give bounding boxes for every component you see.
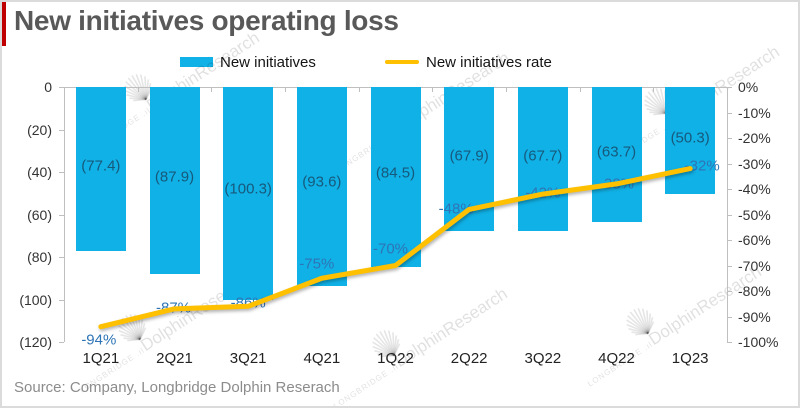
- rate-value-label: -38%: [598, 175, 635, 193]
- legend-label: New initiatives: [220, 53, 316, 71]
- right-axis-label: -20%: [738, 130, 771, 146]
- category-tick: [358, 87, 360, 92]
- left-axis-tick: [59, 214, 64, 216]
- right-axis-tick: [727, 316, 732, 318]
- x-axis-label: 3Q22: [524, 350, 562, 367]
- bar-value-label: (87.9): [154, 168, 195, 186]
- rate-value-label: -42%: [525, 184, 561, 202]
- x-axis-label: 1Q23: [671, 350, 709, 367]
- category-tick: [653, 87, 655, 92]
- right-axis-tick: [727, 265, 732, 267]
- right-axis-tick: [727, 112, 732, 114]
- bar-value-label: (77.4): [81, 157, 121, 175]
- x-axis-label: 4Q21: [303, 350, 341, 367]
- bar-value-label: (63.7): [596, 143, 637, 161]
- legend-label: New initiatives rate: [426, 53, 552, 71]
- left-axis-tick: [59, 299, 64, 301]
- category-tick: [579, 87, 581, 92]
- left-axis-tick: [59, 172, 64, 173]
- right-axis-tick: [727, 342, 732, 343]
- right-axis-label: -80%: [738, 283, 771, 299]
- x-axis-label: 4Q22: [598, 350, 635, 367]
- dolphin-fan-logo-icon: [626, 308, 655, 336]
- left-axis-tick: [59, 129, 64, 131]
- right-axis-label: -90%: [738, 308, 771, 325]
- left-axis-label: (60): [27, 206, 52, 223]
- right-axis-label: -70%: [738, 257, 771, 274]
- left-axis-tick: [59, 257, 64, 258]
- x-axis-label: 3Q21: [229, 350, 267, 367]
- right-axis-label: -50%: [738, 206, 771, 223]
- x-axis-label: 1Q21: [82, 350, 120, 367]
- bar-value-label: (100.3): [224, 180, 272, 198]
- rate-value-label: -86%: [230, 294, 266, 312]
- rate-value-label: -87%: [155, 299, 192, 317]
- right-axis-label: -100%: [738, 334, 779, 350]
- watermark: LONGBRIDGE .ılDolphinResearch: [565, 236, 766, 391]
- chart-title: New initiatives operating loss: [14, 5, 399, 36]
- right-axis-label: 0%: [738, 79, 759, 95]
- right-axis-tick: [727, 189, 732, 190]
- x-axis-label: 2Q21: [156, 350, 193, 367]
- left-axis-tick: [59, 87, 64, 88]
- legend-item-new-initiatives: New initiatives: [180, 52, 316, 72]
- right-axis-tick: [727, 163, 732, 165]
- source-note: Source: Company, Longbridge Dolphin Rese…: [14, 379, 340, 396]
- left-axis-label: (40): [27, 164, 52, 180]
- line-series-swatch: [385, 60, 419, 64]
- left-axis-label: 0: [44, 79, 52, 95]
- bar-value-label: (84.5): [375, 164, 416, 182]
- category-tick: [211, 87, 213, 92]
- red-accent-bar: [2, 2, 6, 46]
- category-tick: [432, 87, 434, 92]
- x-axis-label: 1Q22: [377, 350, 414, 367]
- x-axis-label: 2Q22: [450, 350, 488, 367]
- rate-value-label: -94%: [81, 331, 117, 349]
- left-axis-label: (100): [19, 291, 52, 308]
- right-axis-label: -40%: [738, 181, 771, 197]
- right-axis-tick: [727, 291, 732, 292]
- category-tick: [727, 87, 728, 92]
- bar-value-label: (50.3): [670, 129, 710, 147]
- bar-value-label: (93.6): [302, 173, 342, 191]
- right-axis-tick: [727, 138, 732, 139]
- left-axis-line: [64, 87, 65, 342]
- right-axis-tick: [727, 87, 732, 88]
- bar-series-swatch: [180, 57, 213, 67]
- left-axis-label: (120): [19, 334, 52, 350]
- left-axis-label: (80): [27, 249, 52, 265]
- right-axis-label: -10%: [738, 104, 771, 121]
- right-axis-label: -30%: [738, 155, 771, 172]
- watermark-brand-small: LONGBRIDGE .ıl: [331, 361, 401, 408]
- right-axis-tick: [727, 240, 732, 241]
- right-axis-label: -60%: [738, 232, 771, 248]
- rate-value-label: -70%: [372, 240, 409, 257]
- left-axis-label: (20): [27, 121, 52, 138]
- legend-item-new-initiatives-rate: New initiatives rate: [385, 52, 552, 72]
- rate-value-label: -75%: [299, 255, 335, 273]
- category-tick: [506, 87, 507, 92]
- rate-value-label: -48%: [438, 200, 474, 218]
- right-axis-tick: [727, 214, 732, 216]
- bar-value-label: (67.7): [523, 147, 563, 165]
- category-tick: [285, 87, 286, 92]
- category-tick: [64, 87, 65, 92]
- rate-value-label: -32%: [684, 157, 720, 175]
- left-axis-tick: [59, 342, 64, 343]
- category-tick: [137, 87, 139, 92]
- bar-value-label: (67.9): [449, 147, 489, 165]
